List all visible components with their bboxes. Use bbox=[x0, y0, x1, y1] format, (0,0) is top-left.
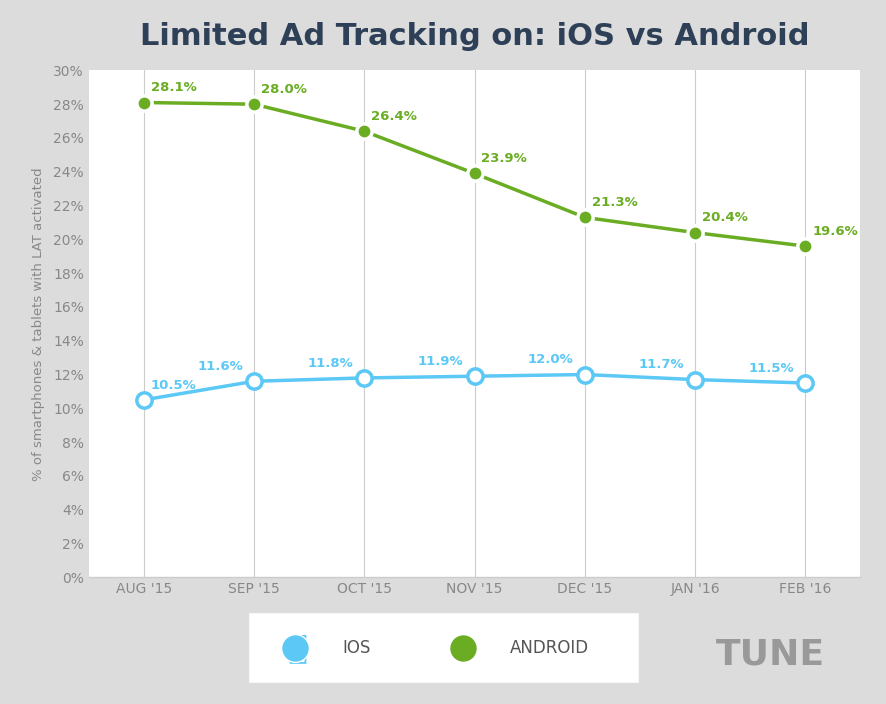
Text: :  bbox=[287, 631, 307, 664]
Text: IOS: IOS bbox=[342, 639, 370, 657]
Text: ANDROID: ANDROID bbox=[509, 639, 588, 657]
Text: 11.9%: 11.9% bbox=[417, 355, 462, 368]
Text: 26.4%: 26.4% bbox=[371, 110, 416, 123]
Text: 19.6%: 19.6% bbox=[812, 225, 857, 238]
Text: 28.1%: 28.1% bbox=[151, 82, 197, 94]
Title: Limited Ad Tracking on: iOS vs Android: Limited Ad Tracking on: iOS vs Android bbox=[140, 23, 808, 51]
Text: 11.8%: 11.8% bbox=[307, 357, 353, 370]
Text: 11.6%: 11.6% bbox=[197, 360, 243, 373]
Text: 28.0%: 28.0% bbox=[260, 83, 307, 96]
Text: 21.3%: 21.3% bbox=[591, 196, 637, 209]
Text: 12.0%: 12.0% bbox=[527, 353, 573, 366]
Text: 11.5%: 11.5% bbox=[748, 362, 793, 375]
Text: 23.9%: 23.9% bbox=[481, 152, 526, 165]
Text: 20.4%: 20.4% bbox=[701, 211, 747, 225]
Y-axis label: % of smartphones & tablets with LAT activated: % of smartphones & tablets with LAT acti… bbox=[32, 167, 44, 481]
Text: 11.7%: 11.7% bbox=[638, 358, 683, 372]
Text: TUNE: TUNE bbox=[715, 638, 824, 672]
Text: 10.5%: 10.5% bbox=[151, 379, 197, 391]
